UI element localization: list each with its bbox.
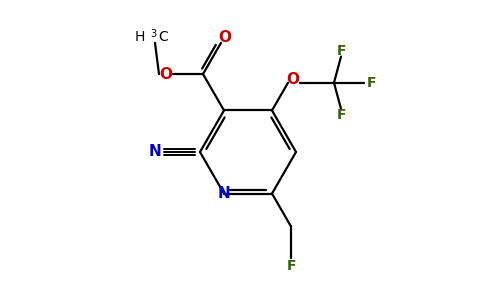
Text: O: O	[160, 67, 172, 82]
Text: F: F	[336, 44, 346, 58]
Text: N: N	[149, 145, 161, 160]
Text: 3: 3	[150, 29, 156, 39]
Text: O: O	[218, 30, 231, 45]
Text: F: F	[336, 108, 346, 122]
Text: F: F	[286, 260, 296, 274]
Text: O: O	[287, 72, 300, 87]
Text: N: N	[218, 186, 230, 201]
Text: H: H	[135, 30, 145, 44]
Text: C: C	[158, 30, 168, 44]
Text: F: F	[367, 76, 377, 90]
